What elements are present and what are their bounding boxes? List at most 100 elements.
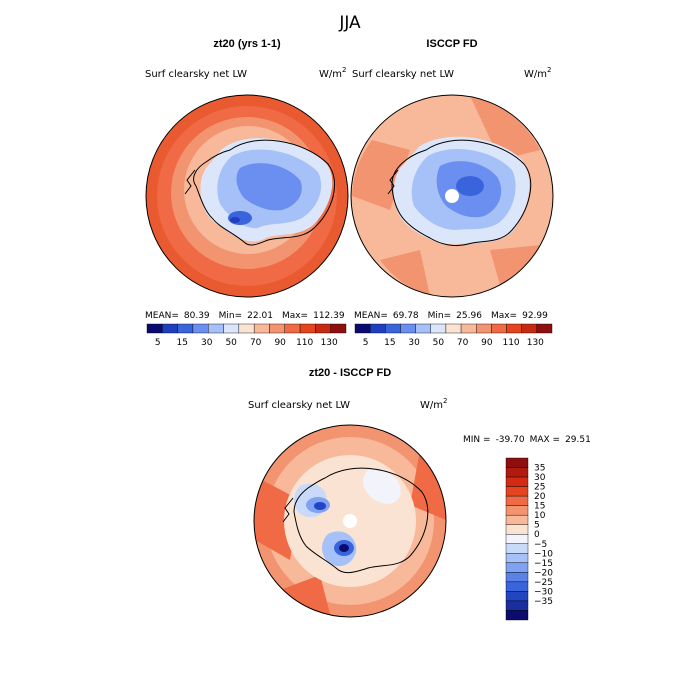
colorbar-tick-label: −10 — [534, 549, 553, 559]
colorbar-swatch — [521, 323, 538, 334]
colorbar-swatch — [299, 323, 316, 334]
colorbar-swatch — [238, 323, 255, 334]
panel-title: zt20 (yrs 1-1) — [213, 38, 281, 50]
colorbar-swatch — [506, 323, 522, 334]
colorbar-swatch — [505, 553, 529, 564]
colorbar-tick-label: −35 — [534, 597, 553, 607]
colorbar-tick-label: 30 — [201, 338, 213, 348]
map-boundary — [145, 94, 349, 298]
colorbar-swatch — [192, 323, 209, 334]
colorbar-tick-label: 130 — [527, 338, 544, 348]
map-field — [351, 95, 553, 297]
colorbar-swatch — [415, 323, 431, 334]
stats-line: MEAN= 80.39 Min= 22.01 Max= 112.39 — [145, 311, 345, 321]
colorbar-swatch — [223, 323, 240, 334]
colorbar-swatch — [505, 495, 529, 506]
colorbar-tick-label: −15 — [534, 559, 553, 569]
colorbar-swatch — [536, 323, 553, 334]
colorbar-tick-label: 15 — [534, 502, 545, 512]
colorbar-tick-label: −5 — [534, 540, 547, 550]
panel-title: zt20 - ISCCP FD — [309, 367, 391, 379]
colorbar-swatch — [162, 323, 178, 334]
colorbar-tick-label: 110 — [502, 338, 519, 348]
colorbar-swatch — [400, 323, 416, 334]
colorbar-swatch — [460, 323, 477, 334]
colorbar-swatch — [330, 323, 347, 334]
map-boundary — [350, 94, 554, 298]
colorbar: 5 15 30 50 70 90 110 130 — [146, 323, 347, 348]
colorbar-tick-label: 5 — [363, 338, 369, 348]
colorbar-swatch — [253, 323, 270, 334]
map-boundary — [253, 424, 447, 618]
colorbar-tick-label: 20 — [534, 492, 546, 502]
units-label: W/m2 — [420, 397, 447, 411]
colorbar-swatch — [315, 323, 331, 334]
colorbar-tick-label: 130 — [321, 338, 338, 348]
page-title: JJA — [338, 13, 361, 33]
colorbar-tick-label: 5 — [155, 338, 161, 348]
colorbar-swatch — [445, 323, 462, 334]
colorbar-tick-label: 70 — [250, 338, 262, 348]
colorbar-swatch — [505, 610, 529, 621]
colorbar-tick-label: −20 — [534, 568, 553, 578]
colorbar-tick-label: 50 — [433, 338, 445, 348]
colorbar-swatch — [177, 323, 194, 334]
colorbar-tick-label: 15 — [176, 338, 187, 348]
colorbar-tick-label: 50 — [225, 338, 237, 348]
colorbar-swatch — [505, 562, 529, 573]
colorbar-swatch — [505, 543, 529, 554]
colorbar: 5 15 30 50 70 90 110 130 — [354, 323, 553, 348]
colorbar-swatch — [354, 323, 371, 334]
colorbar-swatch — [476, 323, 492, 334]
colorbar-tick-label: 90 — [481, 338, 493, 348]
colorbar-tick-label: 90 — [274, 338, 286, 348]
colorbar-tick-label: 30 — [408, 338, 420, 348]
colorbar-tick-label: 110 — [296, 338, 313, 348]
variable-label: Surf clearsky net LW — [145, 69, 247, 80]
colorbar-swatch — [284, 323, 301, 334]
colorbar-tick-label: 10 — [534, 511, 546, 521]
colorbar-swatch — [146, 323, 163, 334]
panel-obs: ISCCP FD Surf clearsky net LW W/m2 MEAN=… — [350, 38, 554, 348]
colorbar-swatch — [505, 505, 529, 516]
colorbar-tick-label: −30 — [534, 587, 553, 597]
colorbar-swatch — [505, 591, 529, 602]
colorbar-swatch — [505, 514, 529, 525]
colorbar-tick-label: 70 — [457, 338, 469, 348]
colorbar-swatch — [369, 323, 386, 334]
variable-label: Surf clearsky net LW — [352, 69, 454, 80]
colorbar-swatch — [505, 534, 529, 544]
colorbar-tick-label: −25 — [534, 578, 553, 588]
units-label: W/m2 — [524, 66, 551, 80]
map-field — [146, 95, 348, 297]
colorbar-swatch — [505, 467, 529, 478]
stats-line: MIN = -39.70 MAX = 29.51 — [463, 435, 591, 445]
stats-line: MEAN= 69.78 Min= 25.96 Max= 92.99 — [354, 311, 548, 321]
colorbar-swatch — [505, 476, 529, 487]
colorbar-swatch — [505, 486, 529, 497]
colorbar-tick-label: 0 — [534, 530, 540, 540]
colorbar-swatch — [505, 457, 529, 468]
colorbar-swatch — [208, 323, 224, 334]
panel-title: ISCCP FD — [426, 38, 477, 50]
colorbar-tick-label: 15 — [384, 338, 395, 348]
colorbar-tick-label: 5 — [534, 521, 540, 531]
colorbar-swatch — [505, 572, 529, 583]
colorbar-swatch — [385, 323, 401, 334]
panel-difference: zt20 - ISCCP FD Surf clearsky net LW W/m… — [248, 367, 591, 621]
colorbar-tick-label: 30 — [534, 473, 546, 483]
panel-model: zt20 (yrs 1-1) Surf clearsky net LW W/m2… — [145, 38, 349, 348]
units-label: W/m2 — [319, 66, 346, 80]
variable-label: Surf clearsky net LW — [248, 400, 350, 411]
colorbar-swatch — [505, 600, 529, 611]
colorbar-swatch — [505, 524, 529, 535]
colorbar-swatch — [505, 581, 529, 592]
colorbar-swatch — [491, 323, 507, 334]
colorbar-swatch — [269, 323, 285, 334]
map-field — [254, 425, 446, 617]
colorbar-tick-label: 35 — [534, 464, 545, 474]
colorbar-swatch — [430, 323, 447, 334]
colorbar-tick-label: 25 — [534, 483, 545, 493]
